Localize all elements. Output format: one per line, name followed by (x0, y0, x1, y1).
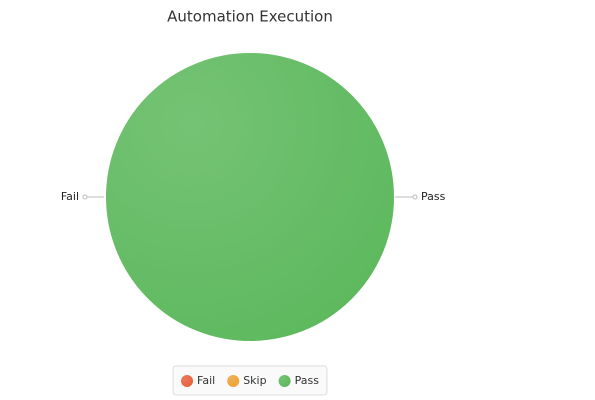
legend-label: Fail (197, 374, 215, 387)
label-dot (412, 194, 418, 200)
legend: Fail Skip Pass (172, 365, 328, 396)
legend-box (172, 365, 328, 396)
chart-title: Automation Execution (167, 8, 333, 26)
label-dot (82, 194, 88, 200)
legend-marker (278, 375, 291, 387)
slice-label: Pass (421, 190, 446, 203)
pie-slice (104, 51, 396, 343)
slice-label: Fail (61, 190, 79, 203)
legend-marker (181, 375, 194, 387)
legend-marker (227, 375, 240, 387)
legend-label: Pass (295, 374, 320, 387)
legend-label: Skip (243, 374, 266, 387)
